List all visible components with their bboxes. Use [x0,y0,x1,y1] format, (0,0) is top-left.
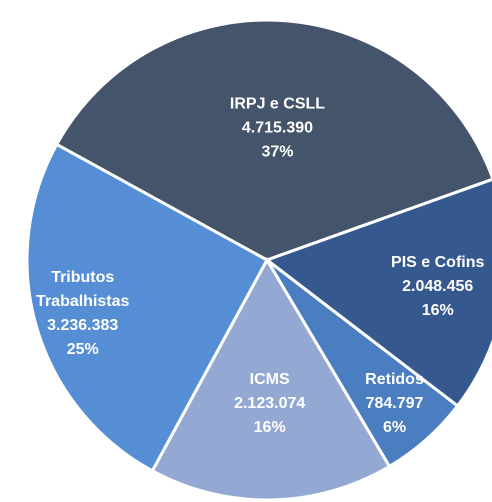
category-label: PIS e Cofins [391,254,484,271]
value-label: 4.715.390 [242,120,313,137]
pie-slice [54,18,492,262]
value-label: 3.236.383 [47,317,118,334]
pie-slice [263,177,492,409]
value-label: 2.048.456 [402,278,473,295]
category-label: Tributos Trabalhistas [36,269,129,310]
pie-slice [150,256,392,502]
category-label: IRPJ e CSLL [230,96,325,113]
value-label: 2.123.074 [234,395,305,412]
value-label: 784.797 [366,395,424,412]
percent-label: 16% [254,419,286,436]
category-label: ICMS [250,371,290,388]
pie-slice [25,142,270,473]
percent-label: 37% [261,144,293,161]
percent-label: 25% [67,341,99,358]
percent-label: 6% [383,419,406,436]
percent-label: 16% [422,302,454,319]
category-line: Trabalhistas [36,293,129,310]
category-line: Tributos [51,269,114,286]
category-label: Retidos [365,371,424,388]
